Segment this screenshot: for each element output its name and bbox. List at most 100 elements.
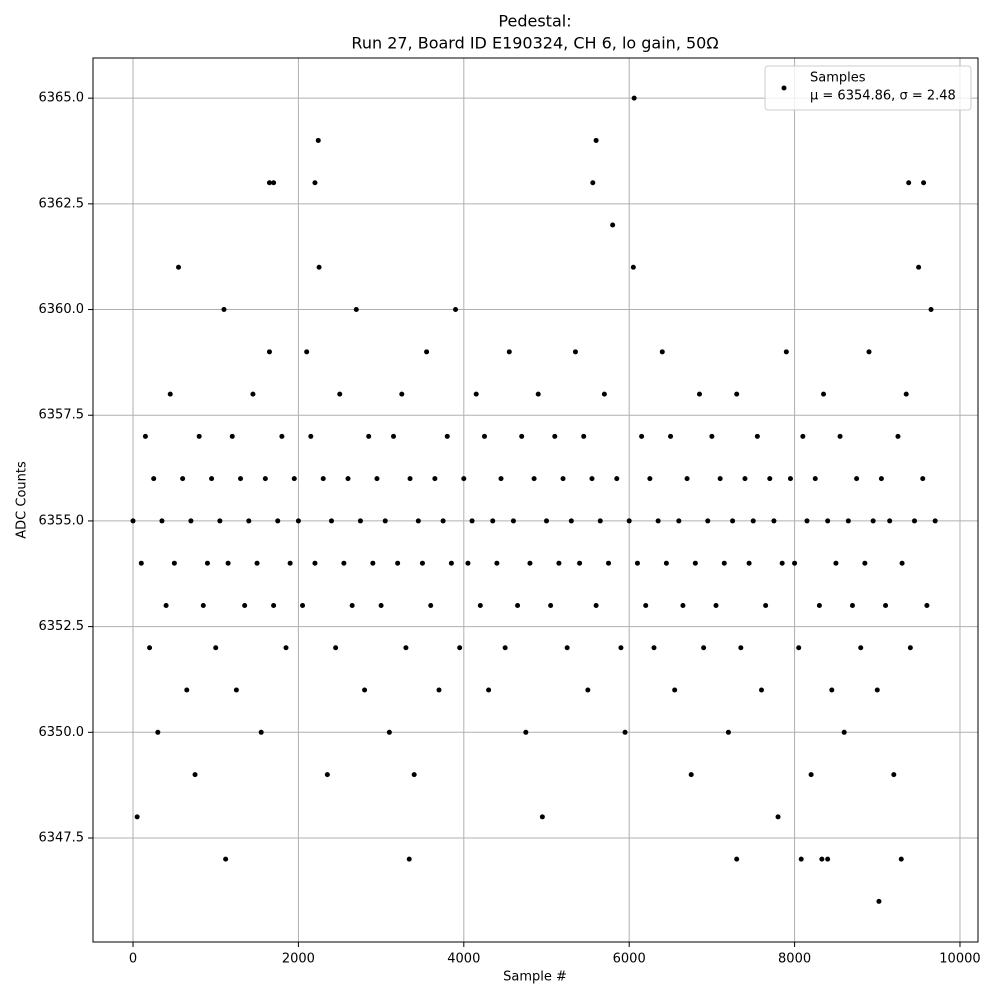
data-point: [825, 856, 831, 862]
data-point: [246, 518, 252, 524]
data-point: [903, 391, 909, 397]
data-point: [349, 602, 355, 608]
data-point: [568, 518, 574, 524]
data-point: [845, 518, 851, 524]
data-point: [457, 645, 463, 651]
data-point: [209, 476, 215, 482]
x-tick-label: 6000: [613, 952, 646, 967]
data-point: [238, 476, 244, 482]
data-point: [684, 476, 690, 482]
data-point: [738, 645, 744, 651]
data-point: [477, 602, 483, 608]
data-point: [275, 518, 281, 524]
x-tick-label: 2000: [282, 952, 315, 967]
data-point: [279, 433, 285, 439]
data-point: [320, 476, 326, 482]
data-point: [304, 349, 310, 355]
data-point: [725, 729, 731, 735]
data-point: [659, 349, 665, 355]
data-point: [531, 476, 537, 482]
data-point: [266, 180, 272, 186]
data-point: [315, 137, 321, 143]
y-tick-label: 6355.0: [39, 513, 85, 528]
data-point: [436, 687, 442, 693]
data-point: [932, 518, 938, 524]
y-tick-label: 6357.5: [39, 408, 85, 423]
x-tick-label: 10000: [939, 952, 980, 967]
data-point: [601, 391, 607, 397]
legend-marker: [781, 85, 787, 91]
data-point: [448, 560, 454, 566]
data-point: [688, 772, 694, 778]
y-tick-label: 6365.0: [39, 91, 85, 106]
data-point: [242, 602, 248, 608]
data-point: [229, 433, 235, 439]
data-point: [370, 560, 376, 566]
data-point: [812, 476, 818, 482]
data-point: [639, 433, 645, 439]
data-point: [618, 645, 624, 651]
data-point: [804, 518, 810, 524]
data-point: [891, 772, 897, 778]
data-point: [399, 391, 405, 397]
data-point: [271, 180, 277, 186]
data-point: [291, 476, 297, 482]
data-point: [854, 476, 860, 482]
chart-subtitle: Run 27, Board ID E190324, CH 6, lo gain,…: [351, 34, 718, 53]
data-point: [378, 602, 384, 608]
data-point: [717, 476, 723, 482]
data-point: [419, 560, 425, 566]
data-point: [866, 349, 872, 355]
data-point: [920, 476, 926, 482]
data-point: [163, 602, 169, 608]
data-point: [821, 391, 827, 397]
data-point: [581, 433, 587, 439]
data-point: [406, 856, 412, 862]
data-point: [362, 687, 368, 693]
data-point: [200, 602, 206, 608]
data-point: [651, 645, 657, 651]
data-point: [825, 518, 831, 524]
data-point: [312, 180, 318, 186]
data-point: [223, 856, 229, 862]
plot-frame: [92, 57, 979, 943]
data-point: [898, 856, 904, 862]
data-point: [634, 560, 640, 566]
y-tick-label: 6362.5: [39, 196, 85, 211]
data-point: [382, 518, 388, 524]
data-point: [792, 560, 798, 566]
data-point: [787, 476, 793, 482]
data-point: [134, 814, 140, 820]
data-point: [266, 349, 272, 355]
data-point: [721, 560, 727, 566]
data-point: [560, 476, 566, 482]
data-point: [655, 518, 661, 524]
data-point: [490, 518, 496, 524]
data-point: [924, 602, 930, 608]
data-point: [510, 518, 516, 524]
data-point: [593, 137, 599, 143]
data-point: [754, 433, 760, 439]
data-point: [767, 476, 773, 482]
data-point: [647, 476, 653, 482]
data-point: [876, 898, 882, 904]
data-point: [862, 560, 868, 566]
data-point: [465, 560, 471, 566]
data-point: [138, 560, 144, 566]
data-point: [180, 476, 186, 482]
data-point: [341, 560, 347, 566]
data-point: [630, 264, 636, 270]
data-point: [407, 476, 413, 482]
data-point: [606, 560, 612, 566]
data-point: [833, 560, 839, 566]
data-point: [775, 814, 781, 820]
data-point: [572, 349, 578, 355]
data-point: [328, 518, 334, 524]
data-point: [523, 729, 529, 735]
data-point: [779, 560, 785, 566]
data-point: [440, 518, 446, 524]
data-point: [585, 687, 591, 693]
data-point: [548, 602, 554, 608]
